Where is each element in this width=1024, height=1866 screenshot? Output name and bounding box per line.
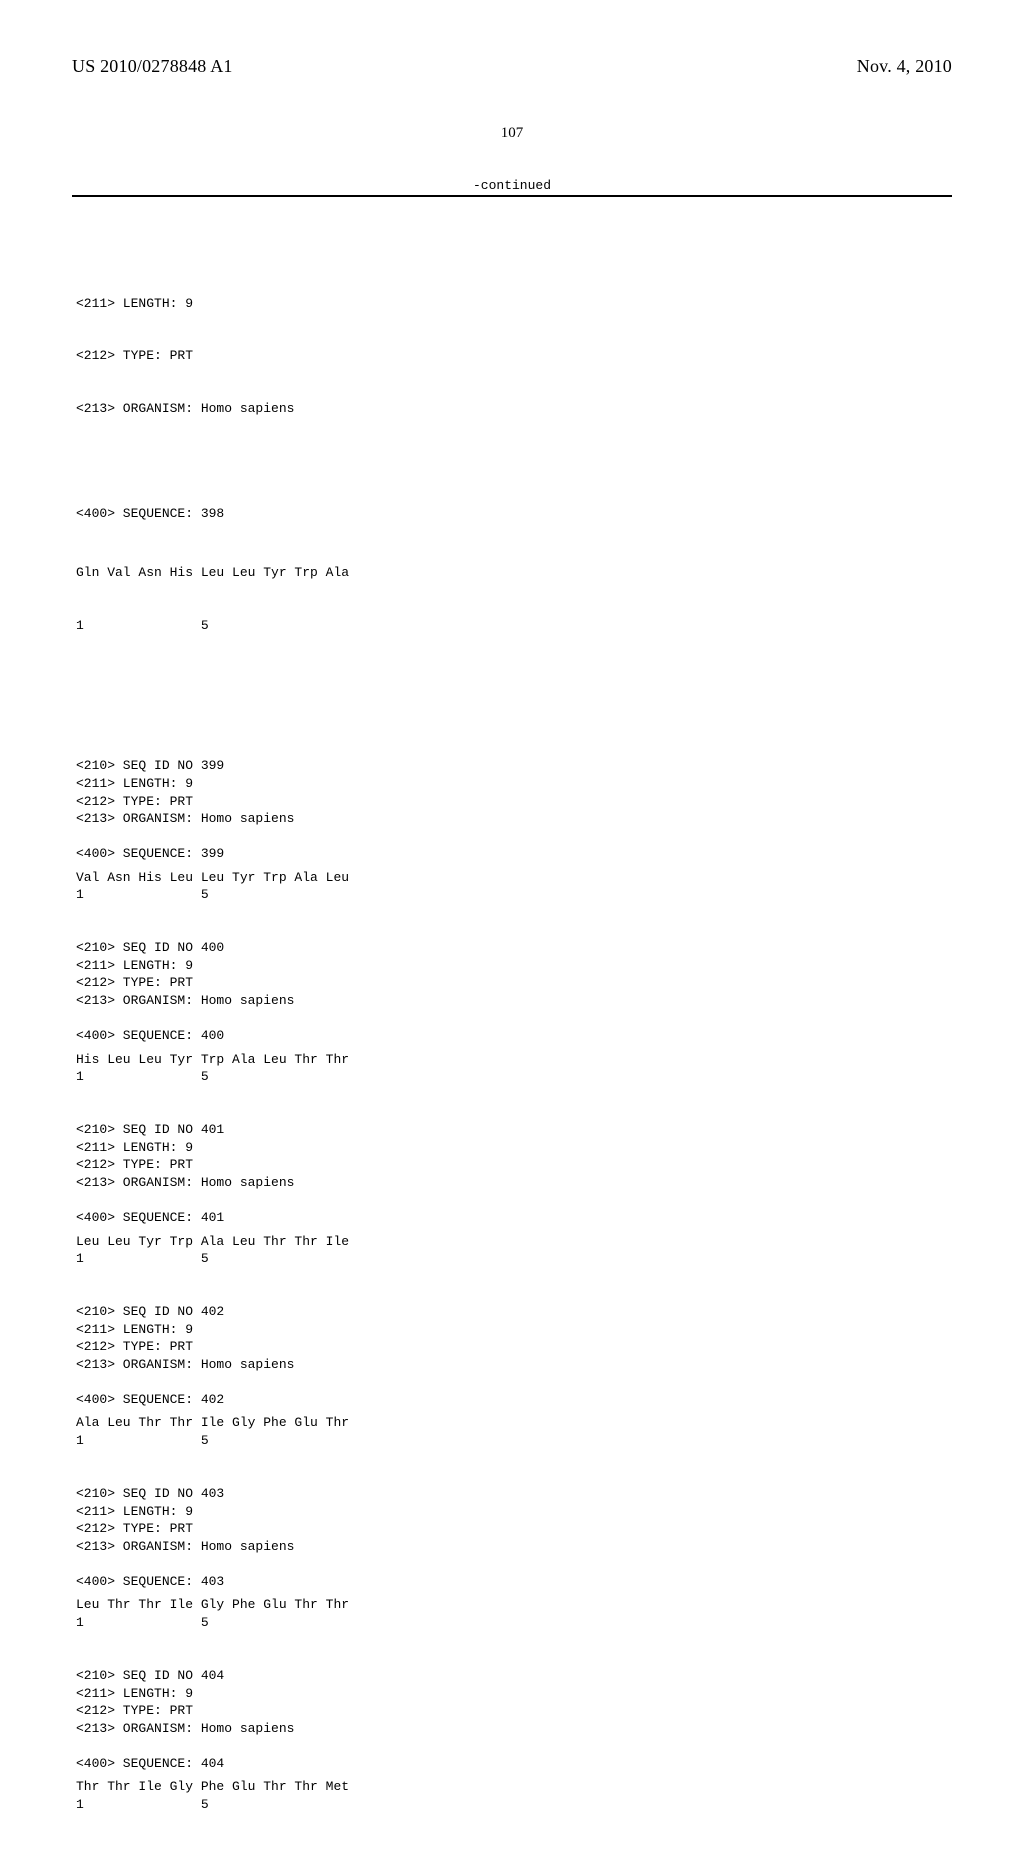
publication-date: Nov. 4, 2010 — [857, 56, 952, 77]
sequence-block: <210> SEQ ID NO 400<211> LENGTH: 9<212> … — [76, 922, 952, 1086]
organism-line: <213> ORGANISM: Homo sapiens — [76, 992, 952, 1010]
sequence-residues: Val Asn His Leu Leu Tyr Trp Ala Leu — [76, 869, 952, 887]
blank-line — [76, 1373, 952, 1391]
divider-top — [72, 195, 952, 197]
type-line: <212> TYPE: PRT — [76, 1338, 952, 1356]
sequence-header: <400> SEQUENCE: 398 — [76, 505, 952, 523]
page-number: 107 — [72, 125, 952, 142]
length-line: <211> LENGTH: 9 — [76, 295, 952, 313]
sequence-header: <400> SEQUENCE: 401 — [76, 1209, 952, 1227]
length-line: <211> LENGTH: 9 — [76, 957, 952, 975]
seq-id-line: <210> SEQ ID NO 404 — [76, 1667, 952, 1685]
organism-line: <213> ORGANISM: Homo sapiens — [76, 1720, 952, 1738]
sequence-positions: 1 5 — [76, 1250, 952, 1268]
publication-number: US 2010/0278848 A1 — [72, 56, 233, 77]
type-line: <212> TYPE: PRT — [76, 1156, 952, 1174]
blank-line — [76, 1104, 952, 1122]
sequence-positions: 1 5 — [76, 1796, 952, 1814]
type-line: <212> TYPE: PRT — [76, 793, 952, 811]
sequence-header: <400> SEQUENCE: 400 — [76, 1027, 952, 1045]
seq-id-line: <210> SEQ ID NO 402 — [76, 1303, 952, 1321]
continued-label: -continued — [72, 178, 952, 193]
sequence-residues: His Leu Leu Tyr Trp Ala Leu Thr Thr — [76, 1051, 952, 1069]
blank-line — [76, 1555, 952, 1573]
sequence-header: <400> SEQUENCE: 399 — [76, 845, 952, 863]
blank-line — [76, 1191, 952, 1209]
blank-line — [76, 740, 952, 758]
seq-id-line: <210> SEQ ID NO 401 — [76, 1121, 952, 1139]
sequence-positions: 1 5 — [76, 1432, 952, 1450]
length-line: <211> LENGTH: 9 — [76, 1139, 952, 1157]
sequence-residues: Thr Thr Ile Gly Phe Glu Thr Thr Met — [76, 1778, 952, 1796]
sequence-residues: Ala Leu Thr Thr Ile Gly Phe Glu Thr — [76, 1414, 952, 1432]
organism-line: <213> ORGANISM: Homo sapiens — [76, 400, 952, 418]
seq-id-line: <210> SEQ ID NO 403 — [76, 1485, 952, 1503]
length-line: <211> LENGTH: 9 — [76, 775, 952, 793]
sequence-block: <210> SEQ ID NO 399<211> LENGTH: 9<212> … — [76, 740, 952, 904]
sequence-header: <400> SEQUENCE: 402 — [76, 1391, 952, 1409]
blank-line — [76, 922, 952, 940]
page-header: US 2010/0278848 A1 Nov. 4, 2010 — [72, 56, 952, 77]
sequence-block: <210> SEQ ID NO 403<211> LENGTH: 9<212> … — [76, 1468, 952, 1632]
sequence-listing: <211> LENGTH: 9 <212> TYPE: PRT <213> OR… — [72, 207, 952, 1866]
sequence-block: <210> SEQ ID NO 402<211> LENGTH: 9<212> … — [76, 1286, 952, 1450]
blank-line — [76, 1737, 952, 1755]
type-line: <212> TYPE: PRT — [76, 1520, 952, 1538]
blank-line — [76, 1468, 952, 1486]
sequence-header: <400> SEQUENCE: 404 — [76, 1755, 952, 1773]
organism-line: <213> ORGANISM: Homo sapiens — [76, 1174, 952, 1192]
sequence-block: <210> SEQ ID NO 404<211> LENGTH: 9<212> … — [76, 1649, 952, 1813]
sequence-positions: 1 5 — [76, 1614, 952, 1632]
sequence-block: <210> SEQ ID NO 401<211> LENGTH: 9<212> … — [76, 1104, 952, 1268]
sequence-residues: Leu Thr Thr Ile Gly Phe Glu Thr Thr — [76, 1596, 952, 1614]
sequence-positions: 1 5 — [76, 886, 952, 904]
seq-id-line: <210> SEQ ID NO 399 — [76, 757, 952, 775]
sequence-residues: Leu Leu Tyr Trp Ala Leu Thr Thr Ile — [76, 1233, 952, 1251]
sequence-positions: 1 5 — [76, 1068, 952, 1086]
organism-line: <213> ORGANISM: Homo sapiens — [76, 810, 952, 828]
blank-line — [76, 453, 952, 471]
organism-line: <213> ORGANISM: Homo sapiens — [76, 1538, 952, 1556]
sequence-positions: 1 5 — [76, 617, 952, 635]
sequence-header: <400> SEQUENCE: 403 — [76, 1573, 952, 1591]
organism-line: <213> ORGANISM: Homo sapiens — [76, 1356, 952, 1374]
sequence-block: <211> LENGTH: 9 <212> TYPE: PRT <213> OR… — [76, 260, 952, 670]
type-line: <212> TYPE: PRT — [76, 974, 952, 992]
length-line: <211> LENGTH: 9 — [76, 1321, 952, 1339]
blank-line — [76, 828, 952, 846]
seq-id-line: <210> SEQ ID NO 400 — [76, 939, 952, 957]
blank-line — [76, 1649, 952, 1667]
blank-line — [76, 1286, 952, 1304]
length-line: <211> LENGTH: 9 — [76, 1503, 952, 1521]
sequence-residues: Gln Val Asn His Leu Leu Tyr Trp Ala — [76, 564, 952, 582]
type-line: <212> TYPE: PRT — [76, 1702, 952, 1720]
type-line: <212> TYPE: PRT — [76, 347, 952, 365]
blank-line — [76, 1010, 952, 1028]
length-line: <211> LENGTH: 9 — [76, 1685, 952, 1703]
